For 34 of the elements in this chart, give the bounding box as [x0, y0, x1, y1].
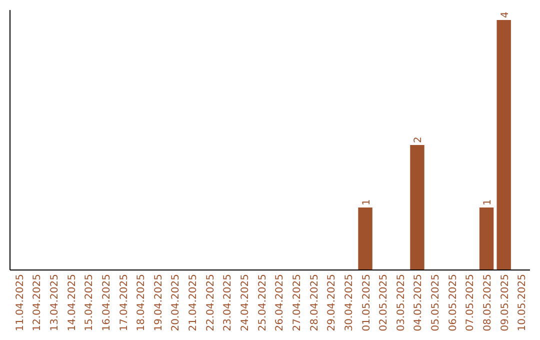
x-tick-label: 13.04.2025	[49, 274, 60, 332]
x-tick-label: 08.05.2025	[482, 274, 494, 332]
x-tick-label: 28.04.2025	[309, 274, 320, 332]
x-tick-label: 25.04.2025	[257, 274, 268, 332]
data-label: 1	[482, 199, 494, 206]
x-tick-label: 06.05.2025	[448, 274, 459, 332]
x-tick-label: 04.05.2025	[413, 274, 424, 332]
data-label: 4	[500, 12, 511, 18]
x-tick-label: 23.04.2025	[222, 274, 234, 332]
x-tick-label: 22.04.2025	[205, 274, 216, 332]
data-label: 2	[413, 136, 424, 143]
x-tick-label: 27.04.2025	[292, 274, 303, 332]
x-tick-label: 02.05.2025	[378, 274, 390, 332]
x-tick-label: 07.05.2025	[465, 274, 476, 332]
x-tick-label: 20.04.2025	[170, 274, 182, 332]
x-tick-label: 26.04.2025	[274, 274, 286, 332]
x-tick-label: 16.04.2025	[101, 274, 112, 332]
x-tick-label: 12.04.2025	[32, 274, 44, 332]
x-tick-label: 19.04.2025	[153, 274, 164, 332]
x-tick-label: 24.04.2025	[240, 274, 252, 332]
x-tick-label: 21.04.2025	[188, 274, 200, 332]
x-tick-label: 10.05.2025	[517, 274, 528, 332]
x-tick-label: 30.04.2025	[344, 274, 355, 332]
x-tick-label: 18.04.2025	[136, 274, 148, 332]
x-tick-label: 29.04.2025	[326, 274, 338, 332]
x-tick-label: 15.04.2025	[84, 274, 96, 332]
x-tick-label: 05.05.2025	[430, 274, 442, 332]
data-label: 1	[361, 199, 372, 206]
x-tick-label: 01.05.2025	[361, 274, 372, 332]
x-tick-label: 03.05.2025	[396, 274, 407, 332]
x-tick-label: 11.04.2025	[14, 274, 26, 332]
x-tick-label: 17.04.2025	[118, 274, 130, 332]
x-tick-label: 09.05.2025	[500, 274, 511, 332]
x-tick-label: 14.04.2025	[66, 274, 78, 332]
